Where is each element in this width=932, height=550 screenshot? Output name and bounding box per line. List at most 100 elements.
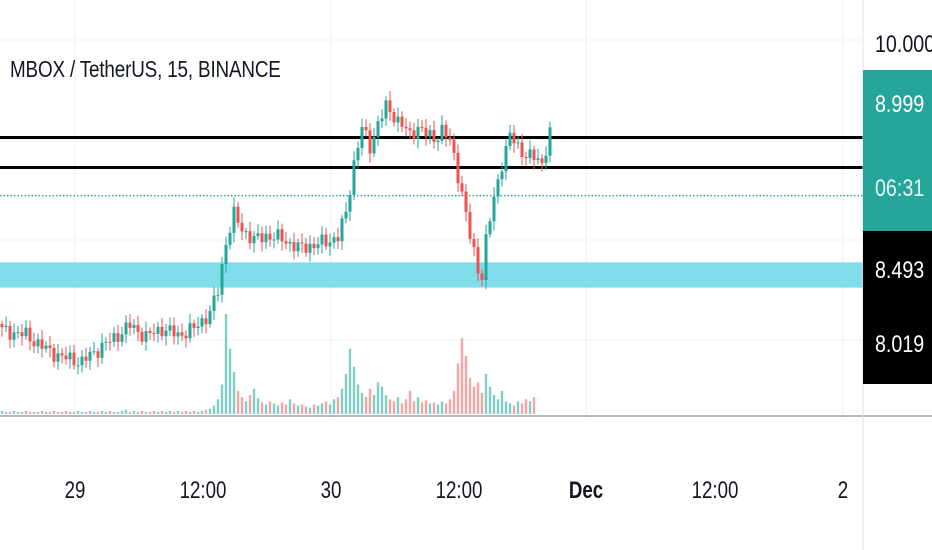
- candle-body: [412, 130, 416, 140]
- volume-bar: [284, 404, 288, 414]
- volume-bar: [32, 411, 36, 414]
- time-tick-label: 12:00: [180, 477, 227, 504]
- volume-bar: [308, 407, 312, 414]
- volume-bar: [192, 410, 196, 414]
- candle-body: [504, 145, 508, 172]
- candle-body: [316, 244, 320, 248]
- candle-body: [388, 100, 392, 113]
- candle-body: [264, 233, 268, 243]
- volume-bar: [180, 411, 184, 414]
- volume-bar: [388, 399, 392, 414]
- volume-bar: [328, 404, 332, 414]
- support-zone: [0, 262, 863, 288]
- volume-bar: [0, 410, 4, 414]
- candle-body: [100, 342, 104, 358]
- volume-bar: [48, 411, 52, 414]
- candle-body: [24, 327, 28, 337]
- volume-bar: [292, 403, 296, 414]
- volume-bar: [500, 390, 504, 414]
- candle-body: [532, 149, 536, 161]
- volume-bar: [360, 392, 364, 414]
- candle-body: [244, 231, 248, 233]
- candle-body: [252, 236, 256, 244]
- time-axis[interactable]: 29 12:00 30 12:00 Dec 12:00 2: [65, 477, 849, 504]
- volume-bar: [368, 388, 372, 414]
- candle-body: [440, 124, 444, 141]
- candle-body: [424, 127, 428, 137]
- candle-body: [356, 147, 360, 161]
- volume-bar: [236, 390, 240, 414]
- candle-body: [204, 318, 208, 325]
- candle-body: [240, 222, 244, 232]
- candle-body: [84, 356, 88, 361]
- candle-body: [308, 243, 312, 253]
- volume-bar: [140, 410, 144, 414]
- candle-body: [536, 158, 540, 161]
- volume-bar: [24, 410, 28, 414]
- candle-body: [156, 327, 160, 334]
- candle-body: [140, 331, 144, 342]
- candle-body: [256, 233, 260, 237]
- volume-bar: [336, 397, 340, 414]
- candle-body: [116, 333, 120, 342]
- candle-body: [8, 325, 12, 340]
- volume-bar: [20, 411, 24, 414]
- candle-body: [132, 324, 136, 328]
- volume-bar: [176, 410, 180, 414]
- grid-lines: [0, 0, 863, 420]
- volume-bar: [248, 395, 252, 414]
- time-tick-label: Dec: [569, 477, 603, 504]
- candle-body: [376, 121, 380, 137]
- candle-body: [176, 332, 180, 337]
- candle-body: [20, 332, 24, 337]
- candle-body: [448, 137, 452, 140]
- volume-bar: [164, 411, 168, 414]
- volume-bar: [260, 402, 264, 414]
- candle-body: [120, 334, 124, 342]
- candle-body: [460, 183, 464, 192]
- volume-bar: [312, 404, 316, 414]
- volume-bar: [296, 405, 300, 414]
- volume-bar: [480, 392, 484, 414]
- candle-body: [516, 142, 520, 144]
- volume-bar: [528, 401, 532, 414]
- candle-body: [44, 345, 48, 349]
- volume-bar: [452, 390, 456, 414]
- time-tick-label: 12:00: [692, 477, 739, 504]
- volume-bar: [232, 371, 236, 414]
- volume-bar: [352, 366, 356, 414]
- chart-title: MBOX / TetherUS, 15, BINANCE: [10, 56, 281, 82]
- candle-body: [16, 332, 20, 334]
- candle-body: [380, 118, 384, 122]
- candle-body: [168, 325, 172, 331]
- volume-bar: [56, 411, 60, 414]
- candle-body: [344, 211, 348, 219]
- candle-body: [104, 341, 108, 343]
- volume-bar: [252, 388, 256, 414]
- volume-bar: [68, 411, 72, 414]
- candle-body: [36, 339, 40, 347]
- candle-body: [236, 206, 240, 223]
- candle-body: [456, 152, 460, 184]
- candle-body: [500, 171, 504, 180]
- volume-bar: [92, 411, 96, 414]
- candle-body: [52, 347, 56, 362]
- candle-body: [524, 156, 528, 159]
- price-axis[interactable]: 10.000 8.999 06:31 8.493 8.019: [863, 30, 932, 384]
- volume-bar: [428, 403, 432, 414]
- candle-body: [220, 264, 224, 295]
- candle-body: [112, 333, 116, 342]
- volume-bar: [88, 410, 92, 414]
- volume-bar: [396, 397, 400, 414]
- candle-body: [444, 124, 448, 138]
- volume-bar: [440, 401, 444, 414]
- volume-bar: [280, 402, 284, 414]
- volume-bar: [276, 405, 280, 414]
- volume-bar: [220, 384, 224, 414]
- volume-bar: [84, 411, 88, 414]
- countdown-label: 06:31: [875, 174, 924, 201]
- current-price-label: 8.999: [875, 90, 924, 117]
- candle-body: [144, 331, 148, 342]
- volume-bar: [168, 410, 172, 414]
